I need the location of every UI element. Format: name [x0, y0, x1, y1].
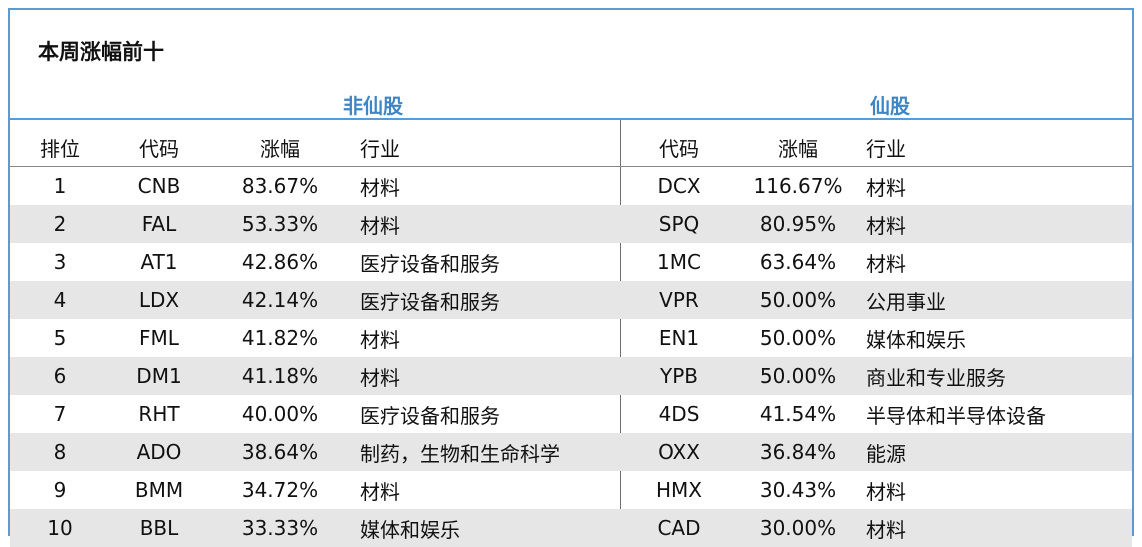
table-row: 4 LDX 42.14% 医疗设备和服务 VPR 50.00% 公用事业: [10, 281, 1132, 319]
cell-rank: 1: [53, 174, 67, 198]
cell-industry: 材料: [360, 327, 400, 352]
table-row: 6 DM1 41.18% 材料 YPB 50.00% 商业和专业服务: [10, 357, 1132, 395]
header-change: 涨幅: [208, 128, 352, 167]
cell-code: LDX: [110, 281, 208, 319]
cell-rank: 10: [10, 509, 110, 547]
cell-change-penny: 50.00%: [738, 281, 858, 319]
cell-code-penny: SPQ: [620, 205, 738, 243]
cell-code-penny: 1MC: [657, 250, 701, 274]
group-header-penny: 仙股: [870, 94, 910, 118]
cell-code-penny: EN1: [658, 326, 700, 350]
page-title: 本周涨幅前十: [38, 40, 164, 64]
cell-code: FAL: [110, 205, 208, 243]
cell-change: 53.33%: [208, 205, 352, 243]
cell-industry-penny: 能源: [858, 433, 1132, 471]
cell-code: CNB: [137, 174, 181, 198]
cell-industry: 医疗设备和服务: [360, 403, 500, 428]
header-rank: 排位: [10, 128, 110, 167]
cell-industry: 制药，生物和生命科学: [352, 433, 620, 471]
header-change-penny: 涨幅: [738, 128, 858, 167]
header-divider: [10, 118, 1132, 120]
table-row: 1 CNB 83.67% 材料 DCX 116.67% 材料: [10, 167, 1132, 206]
cell-code: ADO: [110, 433, 208, 471]
cell-code: RHT: [138, 402, 180, 426]
table-row: 8 ADO 38.64% 制药，生物和生命科学 OXX 36.84% 能源: [10, 433, 1132, 471]
cell-code-penny: HMX: [656, 478, 702, 502]
cell-industry: 医疗设备和服务: [352, 281, 620, 319]
cell-code: BBL: [110, 509, 208, 547]
cell-industry-penny: 媒体和娱乐: [866, 327, 966, 352]
cell-change-penny: 41.54%: [759, 402, 837, 426]
cell-industry-penny: 材料: [866, 251, 906, 276]
cell-code: FML: [139, 326, 179, 350]
header-code: 代码: [110, 128, 208, 167]
cell-industry-penny: 商业和专业服务: [858, 357, 1132, 395]
cell-change-penny: 63.64%: [759, 250, 837, 274]
header-industry-penny: 行业: [858, 128, 1132, 167]
cell-change-penny: 50.00%: [759, 326, 837, 350]
cell-code-penny: CAD: [620, 509, 738, 547]
cell-rank: 5: [53, 326, 67, 350]
header-industry: 行业: [352, 128, 620, 167]
table-frame: 本周涨幅前十 非仙股 仙股 排位 代码 涨幅 行业 代码 涨幅 行业: [8, 8, 1134, 547]
cell-industry-penny: 半导体和半导体设备: [866, 403, 1046, 428]
cell-industry: 媒体和娱乐: [352, 509, 620, 547]
cell-change-penny: 80.95%: [738, 205, 858, 243]
column-divider: [620, 120, 621, 536]
cell-change-penny: 116.67%: [753, 174, 843, 198]
cell-rank: 8: [10, 433, 110, 471]
cell-industry: 材料: [360, 175, 400, 200]
cell-code: DM1: [110, 357, 208, 395]
table-row: 2 FAL 53.33% 材料 SPQ 80.95% 材料: [10, 205, 1132, 243]
group-header-non-penny: 非仙股: [343, 94, 403, 118]
header-row: 排位 代码 涨幅 行业 代码 涨幅 行业: [10, 128, 1132, 167]
cell-rank: 2: [10, 205, 110, 243]
cell-change: 38.64%: [208, 433, 352, 471]
cell-industry-penny: 材料: [858, 205, 1132, 243]
cell-code-penny: OXX: [620, 433, 738, 471]
table-row: 10 BBL 33.33% 媒体和娱乐 CAD 30.00% 材料: [10, 509, 1132, 547]
table-row: 9 BMM 34.72% 材料 HMX 30.43% 材料: [10, 471, 1132, 509]
cell-code-penny: VPR: [620, 281, 738, 319]
cell-rank: 3: [53, 250, 67, 274]
cell-change: 83.67%: [241, 174, 319, 198]
table-row: 7 RHT 40.00% 医疗设备和服务 4DS 41.54% 半导体和半导体设…: [10, 395, 1132, 433]
table-row: 3 AT1 42.86% 医疗设备和服务 1MC 63.64% 材料: [10, 243, 1132, 281]
table-row: 5 FML 41.82% 材料 EN1 50.00% 媒体和娱乐: [10, 319, 1132, 357]
cell-change-penny: 30.43%: [759, 478, 837, 502]
cell-change-penny: 30.00%: [738, 509, 858, 547]
cell-code-penny: DCX: [657, 174, 701, 198]
cell-rank: 4: [10, 281, 110, 319]
cell-industry: 材料: [352, 357, 620, 395]
cell-industry-penny: 材料: [866, 479, 906, 504]
cell-rank: 9: [53, 478, 67, 502]
cell-code: BMM: [134, 478, 184, 502]
cell-industry-penny: 材料: [866, 175, 906, 200]
cell-industry-penny: 公用事业: [858, 281, 1132, 319]
cell-change: 41.82%: [241, 326, 319, 350]
cell-rank: 6: [10, 357, 110, 395]
header-code-penny: 代码: [620, 128, 738, 167]
cell-industry-penny: 材料: [858, 509, 1132, 547]
ranking-table: 排位 代码 涨幅 行业 代码 涨幅 行业 1 CNB 83.67% 材料 DCX…: [10, 128, 1132, 547]
cell-change: 42.86%: [241, 250, 319, 274]
cell-industry: 材料: [360, 479, 400, 504]
cell-code-penny: 4DS: [658, 402, 700, 426]
cell-code: AT1: [140, 250, 178, 274]
cell-industry: 医疗设备和服务: [360, 251, 500, 276]
cell-change: 33.33%: [208, 509, 352, 547]
cell-industry: 材料: [352, 205, 620, 243]
cell-change-penny: 50.00%: [738, 357, 858, 395]
cell-change-penny: 36.84%: [738, 433, 858, 471]
cell-rank: 7: [53, 402, 67, 426]
cell-code-penny: YPB: [620, 357, 738, 395]
cell-change: 42.14%: [208, 281, 352, 319]
cell-change: 40.00%: [241, 402, 319, 426]
cell-change: 41.18%: [208, 357, 352, 395]
cell-change: 34.72%: [241, 478, 319, 502]
